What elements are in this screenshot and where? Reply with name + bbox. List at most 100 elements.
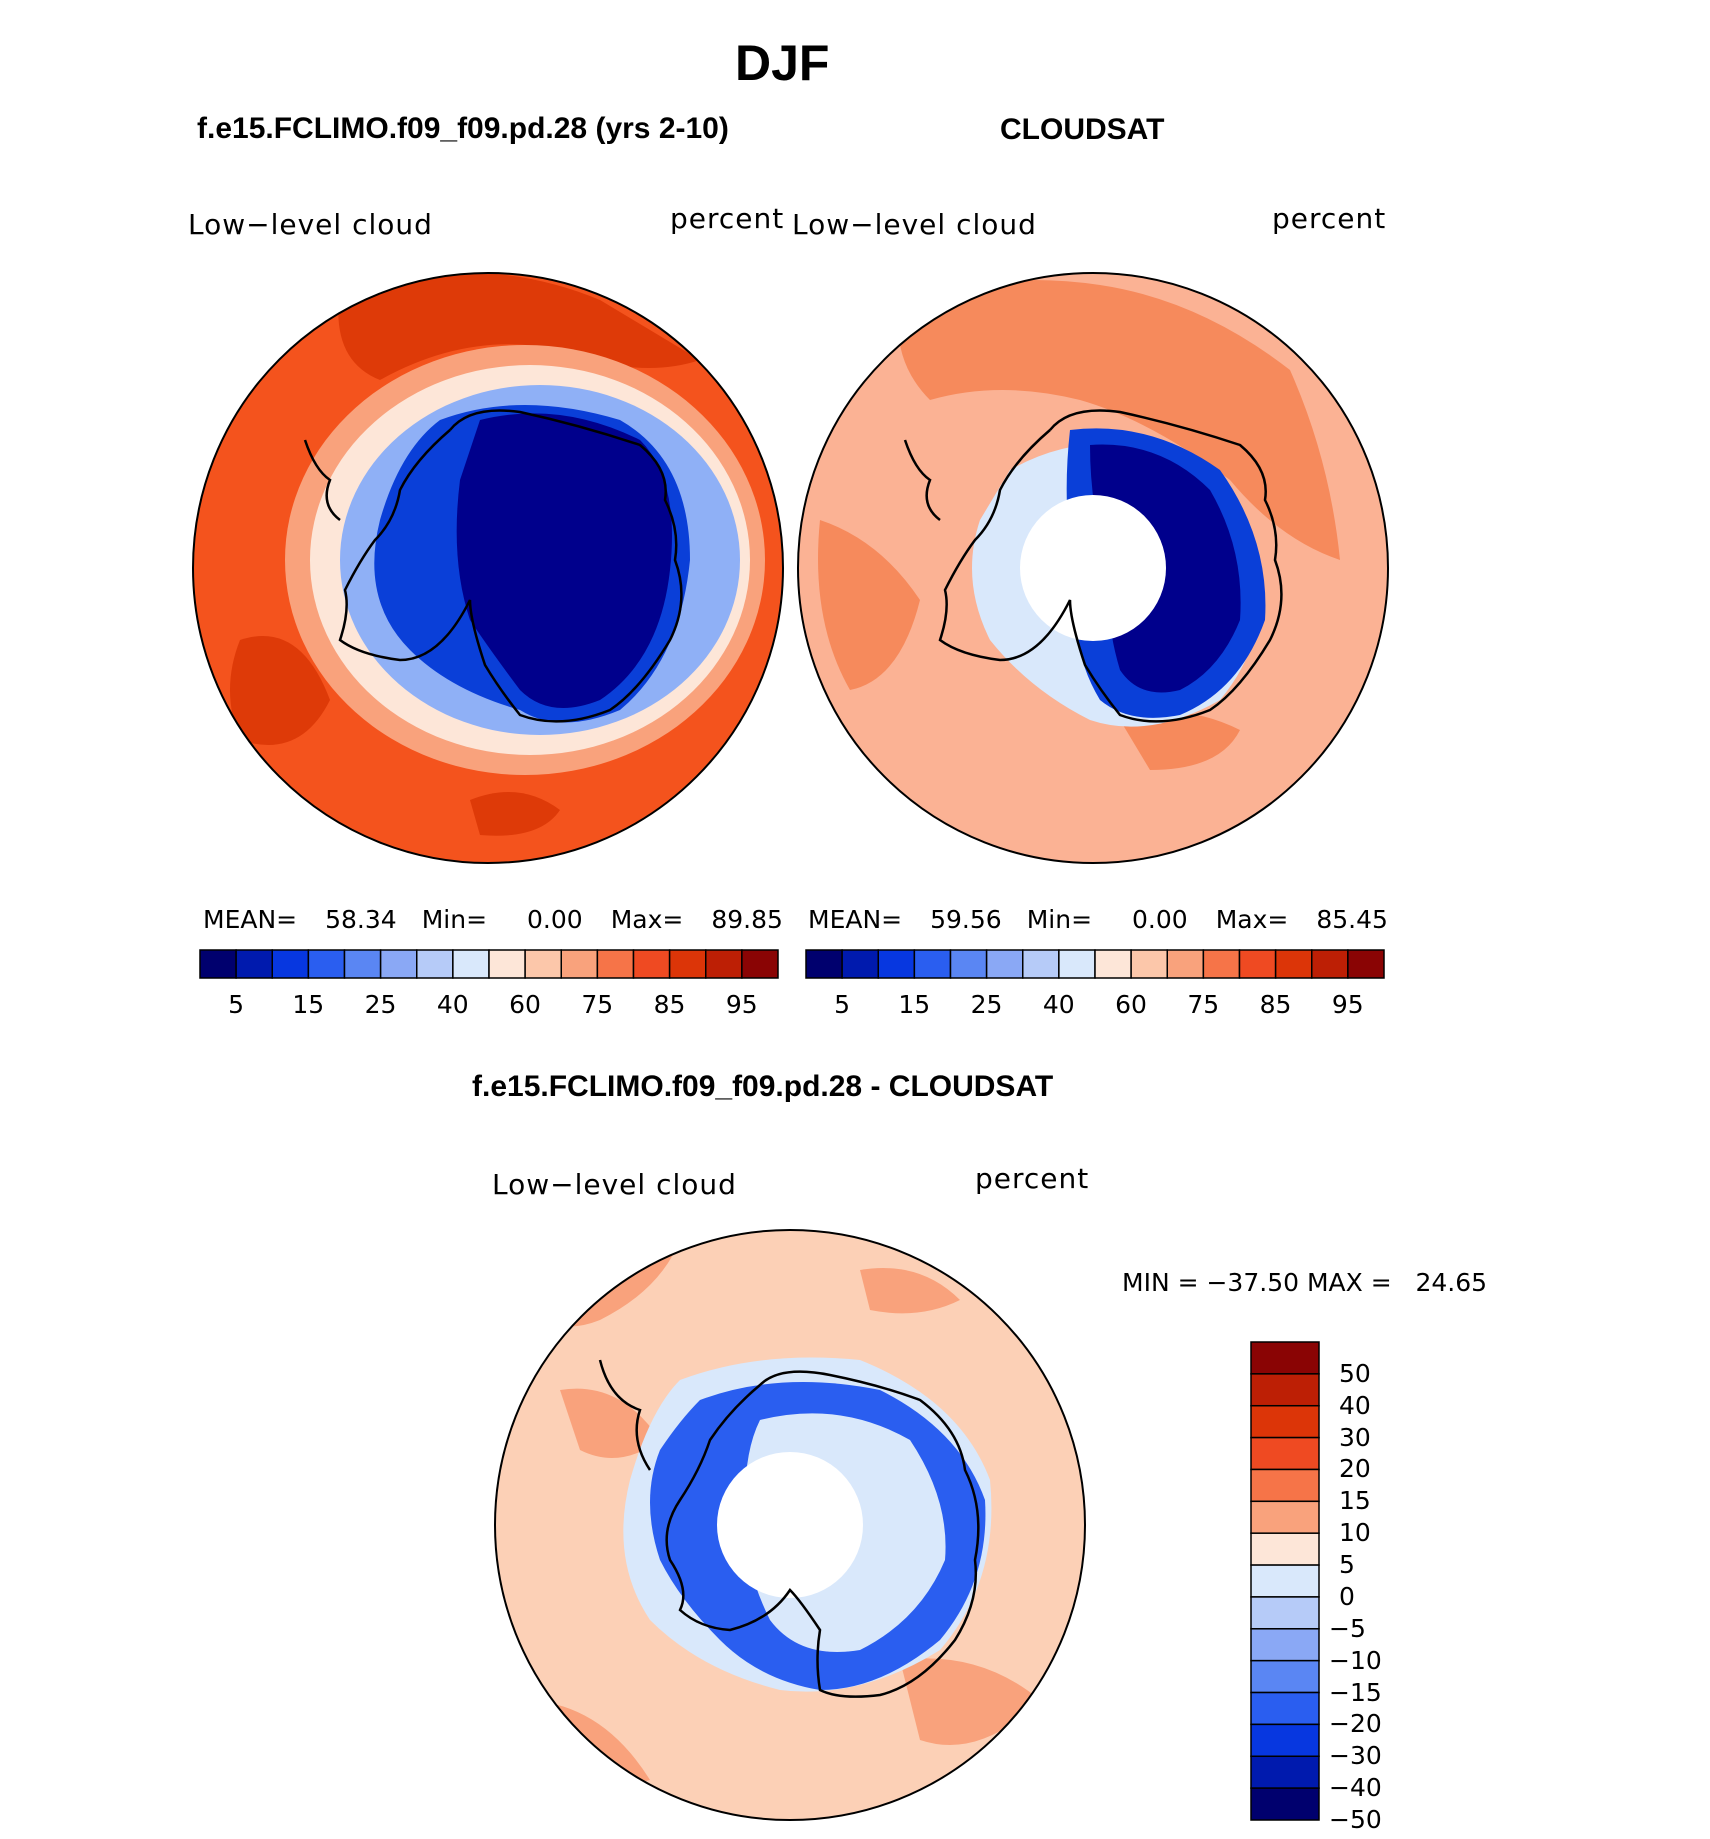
colorbar-tick-label: −20 xyxy=(1329,1709,1382,1739)
model-variable-label: Low−level cloud xyxy=(188,208,433,241)
colorbar-swatch xyxy=(1094,949,1132,979)
colorbar-tick-label: 40 xyxy=(1339,1390,1371,1420)
model-stats: MEAN= 58.34 Min= 0.00 Max= 89.85 xyxy=(203,905,783,934)
colorbar-swatch xyxy=(1022,949,1060,979)
obs-stats: MEAN= 59.56 Min= 0.00 Max= 85.45 xyxy=(808,905,1388,934)
colorbar-swatch xyxy=(1347,949,1385,979)
colorbar-swatch xyxy=(1130,949,1168,979)
colorbar-swatch xyxy=(985,949,1024,979)
colorbar-swatch xyxy=(1250,1500,1320,1534)
colorbar-tick-label: 20 xyxy=(1339,1454,1371,1484)
obs-mean-value: 59.56 xyxy=(930,905,1002,934)
colorbar-tick-label: 85 xyxy=(1259,990,1292,1019)
model-max-label: Max= xyxy=(610,905,684,934)
colorbar-tick-label: −5 xyxy=(1329,1613,1366,1643)
colorbar-tick-label: 75 xyxy=(581,990,614,1019)
colorbar-swatch xyxy=(1250,1373,1320,1407)
model-min-label: Min= xyxy=(421,905,488,934)
colorbar-swatch xyxy=(668,949,707,979)
colorbar-swatch xyxy=(1250,1787,1320,1821)
colorbar-tick-label: 10 xyxy=(1339,1518,1371,1548)
colorbar-swatch xyxy=(379,949,418,979)
colorbar-swatch xyxy=(199,949,237,979)
colorbar-swatch xyxy=(1250,1468,1320,1503)
colorbar-swatch xyxy=(1250,1755,1320,1789)
colorbar-swatch xyxy=(705,949,743,979)
colorbar-swatch xyxy=(949,949,988,979)
colorbar-swatch xyxy=(1202,949,1241,979)
difference-min-max: MIN = −37.50 MAX = 24.65 xyxy=(1122,1268,1488,1297)
model-mean-value: 58.34 xyxy=(325,905,397,934)
obs-mean-label: MEAN= xyxy=(808,905,903,934)
difference-colorbar xyxy=(1250,1341,1320,1821)
colorbar-swatch xyxy=(596,949,635,979)
colorbar-swatch xyxy=(1166,949,1205,979)
model-min-value: 0.00 xyxy=(527,905,583,934)
obs-units-label: percent xyxy=(1272,202,1387,235)
colorbar-swatch xyxy=(841,949,879,979)
colorbar-swatch xyxy=(1250,1691,1320,1726)
model-mean-label: MEAN= xyxy=(203,905,298,934)
colorbar-swatch xyxy=(560,949,599,979)
colorbar-swatch xyxy=(235,949,273,979)
colorbar-tick-label: −40 xyxy=(1329,1773,1382,1803)
colorbar-swatch xyxy=(1250,1596,1320,1630)
obs-polar-map xyxy=(798,273,1388,863)
colorbar-tick-label: 60 xyxy=(1115,990,1147,1019)
colorbar-swatch xyxy=(452,949,490,979)
colorbar-swatch xyxy=(1250,1341,1320,1375)
colorbar-tick-label: −30 xyxy=(1329,1741,1382,1771)
difference-polar-map xyxy=(495,1230,1085,1820)
colorbar-swatch xyxy=(416,949,454,979)
colorbar-tick-label: 5 xyxy=(1339,1550,1355,1580)
colorbar-swatch xyxy=(1250,1564,1320,1598)
colorbar-tick-label: 5 xyxy=(228,990,245,1019)
colorbar-swatch xyxy=(1250,1723,1320,1758)
colorbar-swatch xyxy=(632,949,671,979)
colorbar-swatch xyxy=(1274,949,1313,979)
colorbar-swatch xyxy=(488,949,526,979)
obs-colorbar xyxy=(805,949,1385,979)
colorbar-swatch xyxy=(1238,949,1277,979)
colorbar-tick-label: 25 xyxy=(364,990,397,1019)
colorbar-swatch xyxy=(1311,949,1349,979)
model-max-value: 89.85 xyxy=(711,905,783,934)
colorbar-swatch xyxy=(343,949,382,979)
colorbar-tick-label: 60 xyxy=(509,990,541,1019)
obs-panel-heading: CLOUDSAT xyxy=(1000,113,1165,146)
colorbar-swatch xyxy=(1250,1659,1320,1694)
colorbar-tick-label: 85 xyxy=(653,990,686,1019)
colorbar-tick-label: 25 xyxy=(970,990,1003,1019)
obs-variable-label: Low−level cloud xyxy=(792,208,1037,241)
page-title: DJF xyxy=(735,35,830,91)
model-colorbar xyxy=(199,949,779,979)
colorbar-swatch xyxy=(1250,1532,1320,1566)
colorbar-swatch xyxy=(913,949,952,979)
model-units-label: percent xyxy=(670,202,785,235)
difference-panel-heading: f.e15.FCLIMO.f09_f09.pd.28 - CLOUDSAT xyxy=(472,1070,1054,1103)
colorbar-tick-label: −10 xyxy=(1329,1645,1382,1675)
colorbar-swatch xyxy=(1058,949,1096,979)
colorbar-tick-label: 5 xyxy=(834,990,851,1019)
colorbar-swatch xyxy=(271,949,310,979)
colorbar-tick-label: 40 xyxy=(436,990,469,1019)
colorbar-swatch xyxy=(877,949,916,979)
colorbar-swatch xyxy=(1250,1436,1320,1471)
colorbar-tick-label: −15 xyxy=(1329,1677,1382,1707)
model-polar-map xyxy=(193,273,783,863)
obs-max-value: 85.45 xyxy=(1316,905,1388,934)
colorbar-tick-label: 0 xyxy=(1339,1581,1355,1611)
colorbar-tick-label: −50 xyxy=(1329,1805,1382,1834)
obs-max-label: Max= xyxy=(1215,905,1289,934)
difference-variable-label: Low−level cloud xyxy=(492,1168,737,1201)
colorbar-tick-label: 30 xyxy=(1339,1422,1371,1452)
colorbar-swatch xyxy=(1250,1628,1320,1662)
colorbar-tick-label: 95 xyxy=(1331,990,1364,1019)
colorbar-tick-label: 15 xyxy=(292,990,325,1019)
colorbar-tick-label: 40 xyxy=(1042,990,1075,1019)
colorbar-tick-label: 95 xyxy=(725,990,758,1019)
obs-min-label: Min= xyxy=(1026,905,1093,934)
colorbar-tick-label: 75 xyxy=(1187,990,1220,1019)
colorbar-tick-label: 15 xyxy=(1339,1486,1371,1516)
